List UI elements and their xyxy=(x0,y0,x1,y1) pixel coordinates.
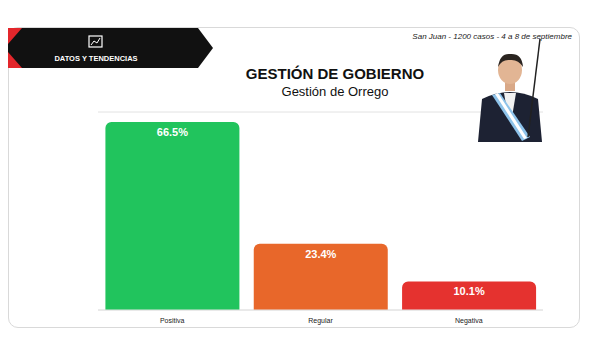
svg-text:DATOS Y TENDENCIAS: DATOS Y TENDENCIAS xyxy=(54,54,137,63)
html-text:San Juan - 1200 casos - 4 a 8: San Juan - 1200 casos - 4 a 8 de septiem… xyxy=(412,32,572,41)
svg-text:23.4%: 23.4% xyxy=(305,248,336,260)
svg-text:10.1%: 10.1% xyxy=(453,285,484,297)
svg-text:Negativa: Negativa xyxy=(455,317,483,325)
svg-text:Regular: Regular xyxy=(308,317,333,325)
svg-text:66.5%: 66.5% xyxy=(157,126,188,138)
html-text:Gestión de Orrego: Gestión de Orrego xyxy=(281,84,389,99)
svg-text:Positiva: Positiva xyxy=(160,317,185,324)
html-text:GESTIÓN DE GOBIERNO: GESTIÓN DE GOBIERNO xyxy=(245,65,425,82)
